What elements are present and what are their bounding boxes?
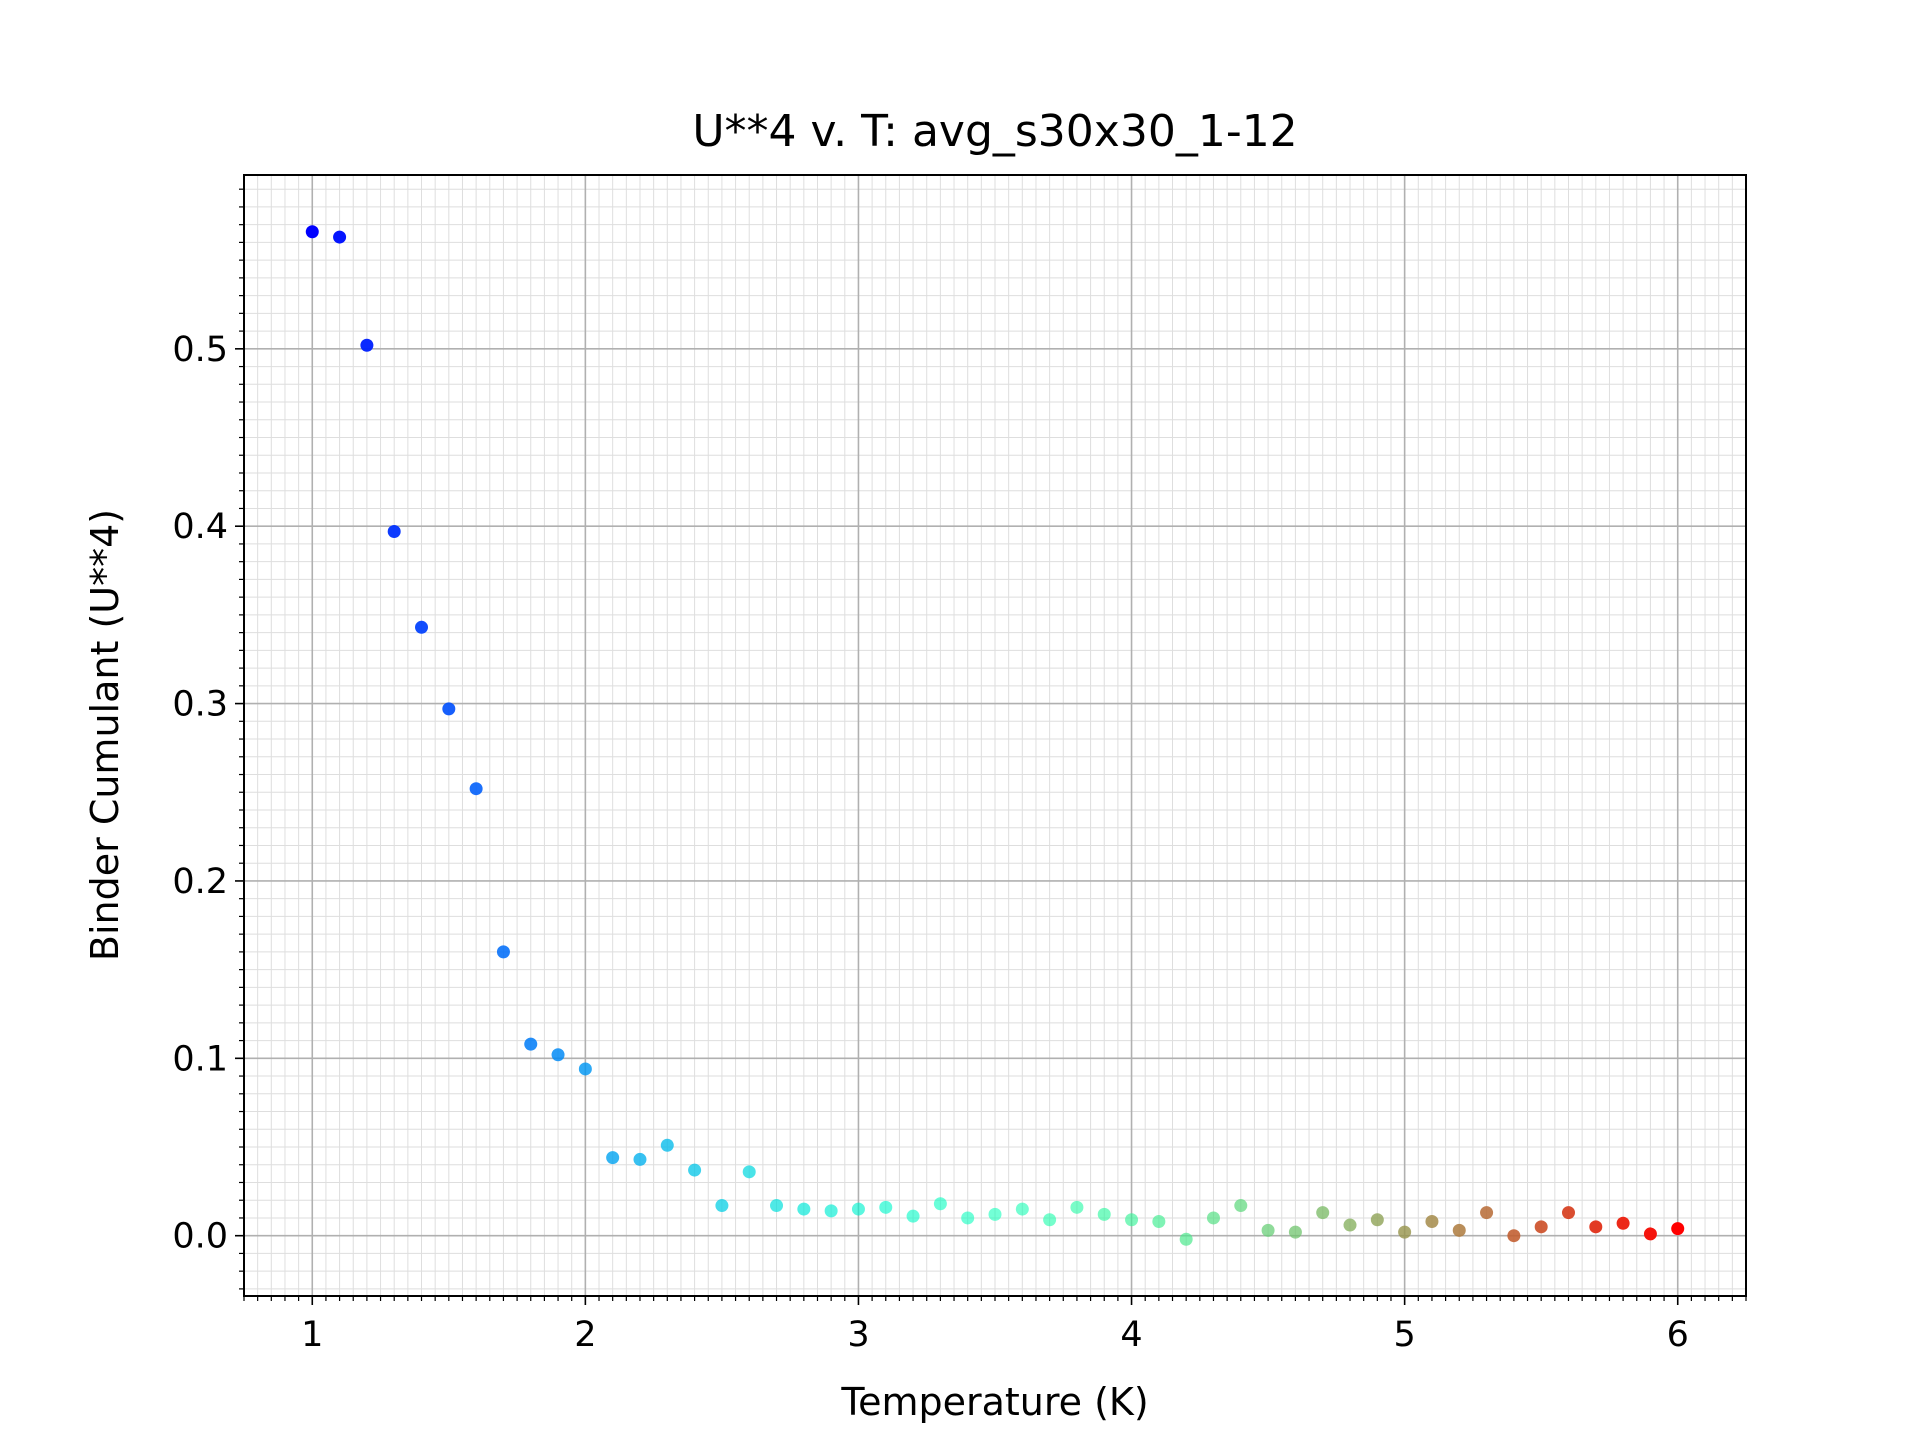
data-point	[988, 1207, 1002, 1221]
data-point	[797, 1202, 811, 1216]
y-axis-label: Binder Cumulant (U**4)	[83, 509, 127, 961]
data-point	[1671, 1222, 1685, 1236]
data-point	[442, 702, 456, 716]
data-point	[1206, 1211, 1220, 1225]
x-tick-label: 5	[1393, 1315, 1415, 1355]
y-tick-label: 0.1	[172, 1039, 228, 1079]
data-point	[1534, 1220, 1548, 1234]
data-point	[469, 782, 483, 796]
major-grid	[244, 175, 1746, 1296]
x-axis-label: Temperature (K)	[840, 1380, 1148, 1424]
data-point	[1561, 1206, 1575, 1220]
data-point	[851, 1202, 865, 1216]
y-tick-label: 0.2	[172, 862, 228, 902]
data-point	[1015, 1202, 1029, 1216]
data-point	[1179, 1232, 1193, 1246]
data-point	[496, 945, 510, 959]
data-point	[1616, 1216, 1630, 1230]
data-point	[1316, 1206, 1330, 1220]
data-point	[688, 1163, 702, 1177]
data-point	[770, 1199, 784, 1213]
data-point	[1425, 1215, 1439, 1229]
data-point	[1070, 1200, 1084, 1214]
data-point	[1097, 1207, 1111, 1221]
data-point	[387, 525, 401, 539]
x-tick-label: 4	[1120, 1315, 1142, 1355]
data-point	[1234, 1199, 1248, 1213]
data-point	[524, 1037, 538, 1051]
chart-title: U**4 v. T: avg_s30x30_1-12	[692, 106, 1297, 157]
data-point	[961, 1211, 975, 1225]
data-point	[1288, 1225, 1302, 1239]
y-tick-label: 0.0	[172, 1217, 228, 1257]
data-point	[742, 1165, 756, 1179]
data-point	[305, 225, 319, 239]
data-point	[1589, 1220, 1603, 1234]
data-point	[1125, 1213, 1139, 1227]
x-tick-label: 1	[301, 1315, 323, 1355]
data-point	[1507, 1229, 1521, 1243]
data-point	[415, 620, 429, 634]
data-point	[660, 1138, 674, 1152]
data-point	[1398, 1225, 1412, 1239]
data-point	[551, 1048, 565, 1062]
data-point	[906, 1209, 920, 1223]
data-point	[824, 1204, 838, 1218]
data-point	[1480, 1206, 1494, 1220]
y-tick-label: 0.3	[172, 685, 228, 725]
data-point	[1370, 1213, 1384, 1227]
data-point	[578, 1062, 592, 1076]
x-tick-label: 3	[847, 1315, 869, 1355]
data-point	[360, 338, 374, 352]
data-point	[1343, 1218, 1357, 1232]
data-point	[633, 1152, 647, 1166]
data-point	[1261, 1223, 1275, 1237]
x-tick-label: 2	[574, 1315, 596, 1355]
minor-grid	[243, 175, 1747, 1296]
y-tick-label: 0.5	[172, 330, 228, 370]
y-tick-label: 0.4	[172, 507, 228, 547]
data-point	[606, 1151, 620, 1165]
data-point	[1452, 1223, 1466, 1237]
data-point	[333, 230, 347, 244]
x-tick-label: 6	[1667, 1315, 1689, 1355]
data-point	[1643, 1227, 1657, 1241]
data-point	[933, 1197, 947, 1211]
tick-labels: 1 2 3 4 5 6 0.0 0.1 0.2 0.3 0.4 0.5	[172, 330, 1689, 1355]
data-point	[1043, 1213, 1057, 1227]
data-point	[879, 1200, 893, 1214]
data-point	[1152, 1215, 1166, 1229]
data-point	[715, 1199, 729, 1213]
axis-ticks	[235, 188, 1747, 1305]
data-points	[305, 225, 1685, 1246]
